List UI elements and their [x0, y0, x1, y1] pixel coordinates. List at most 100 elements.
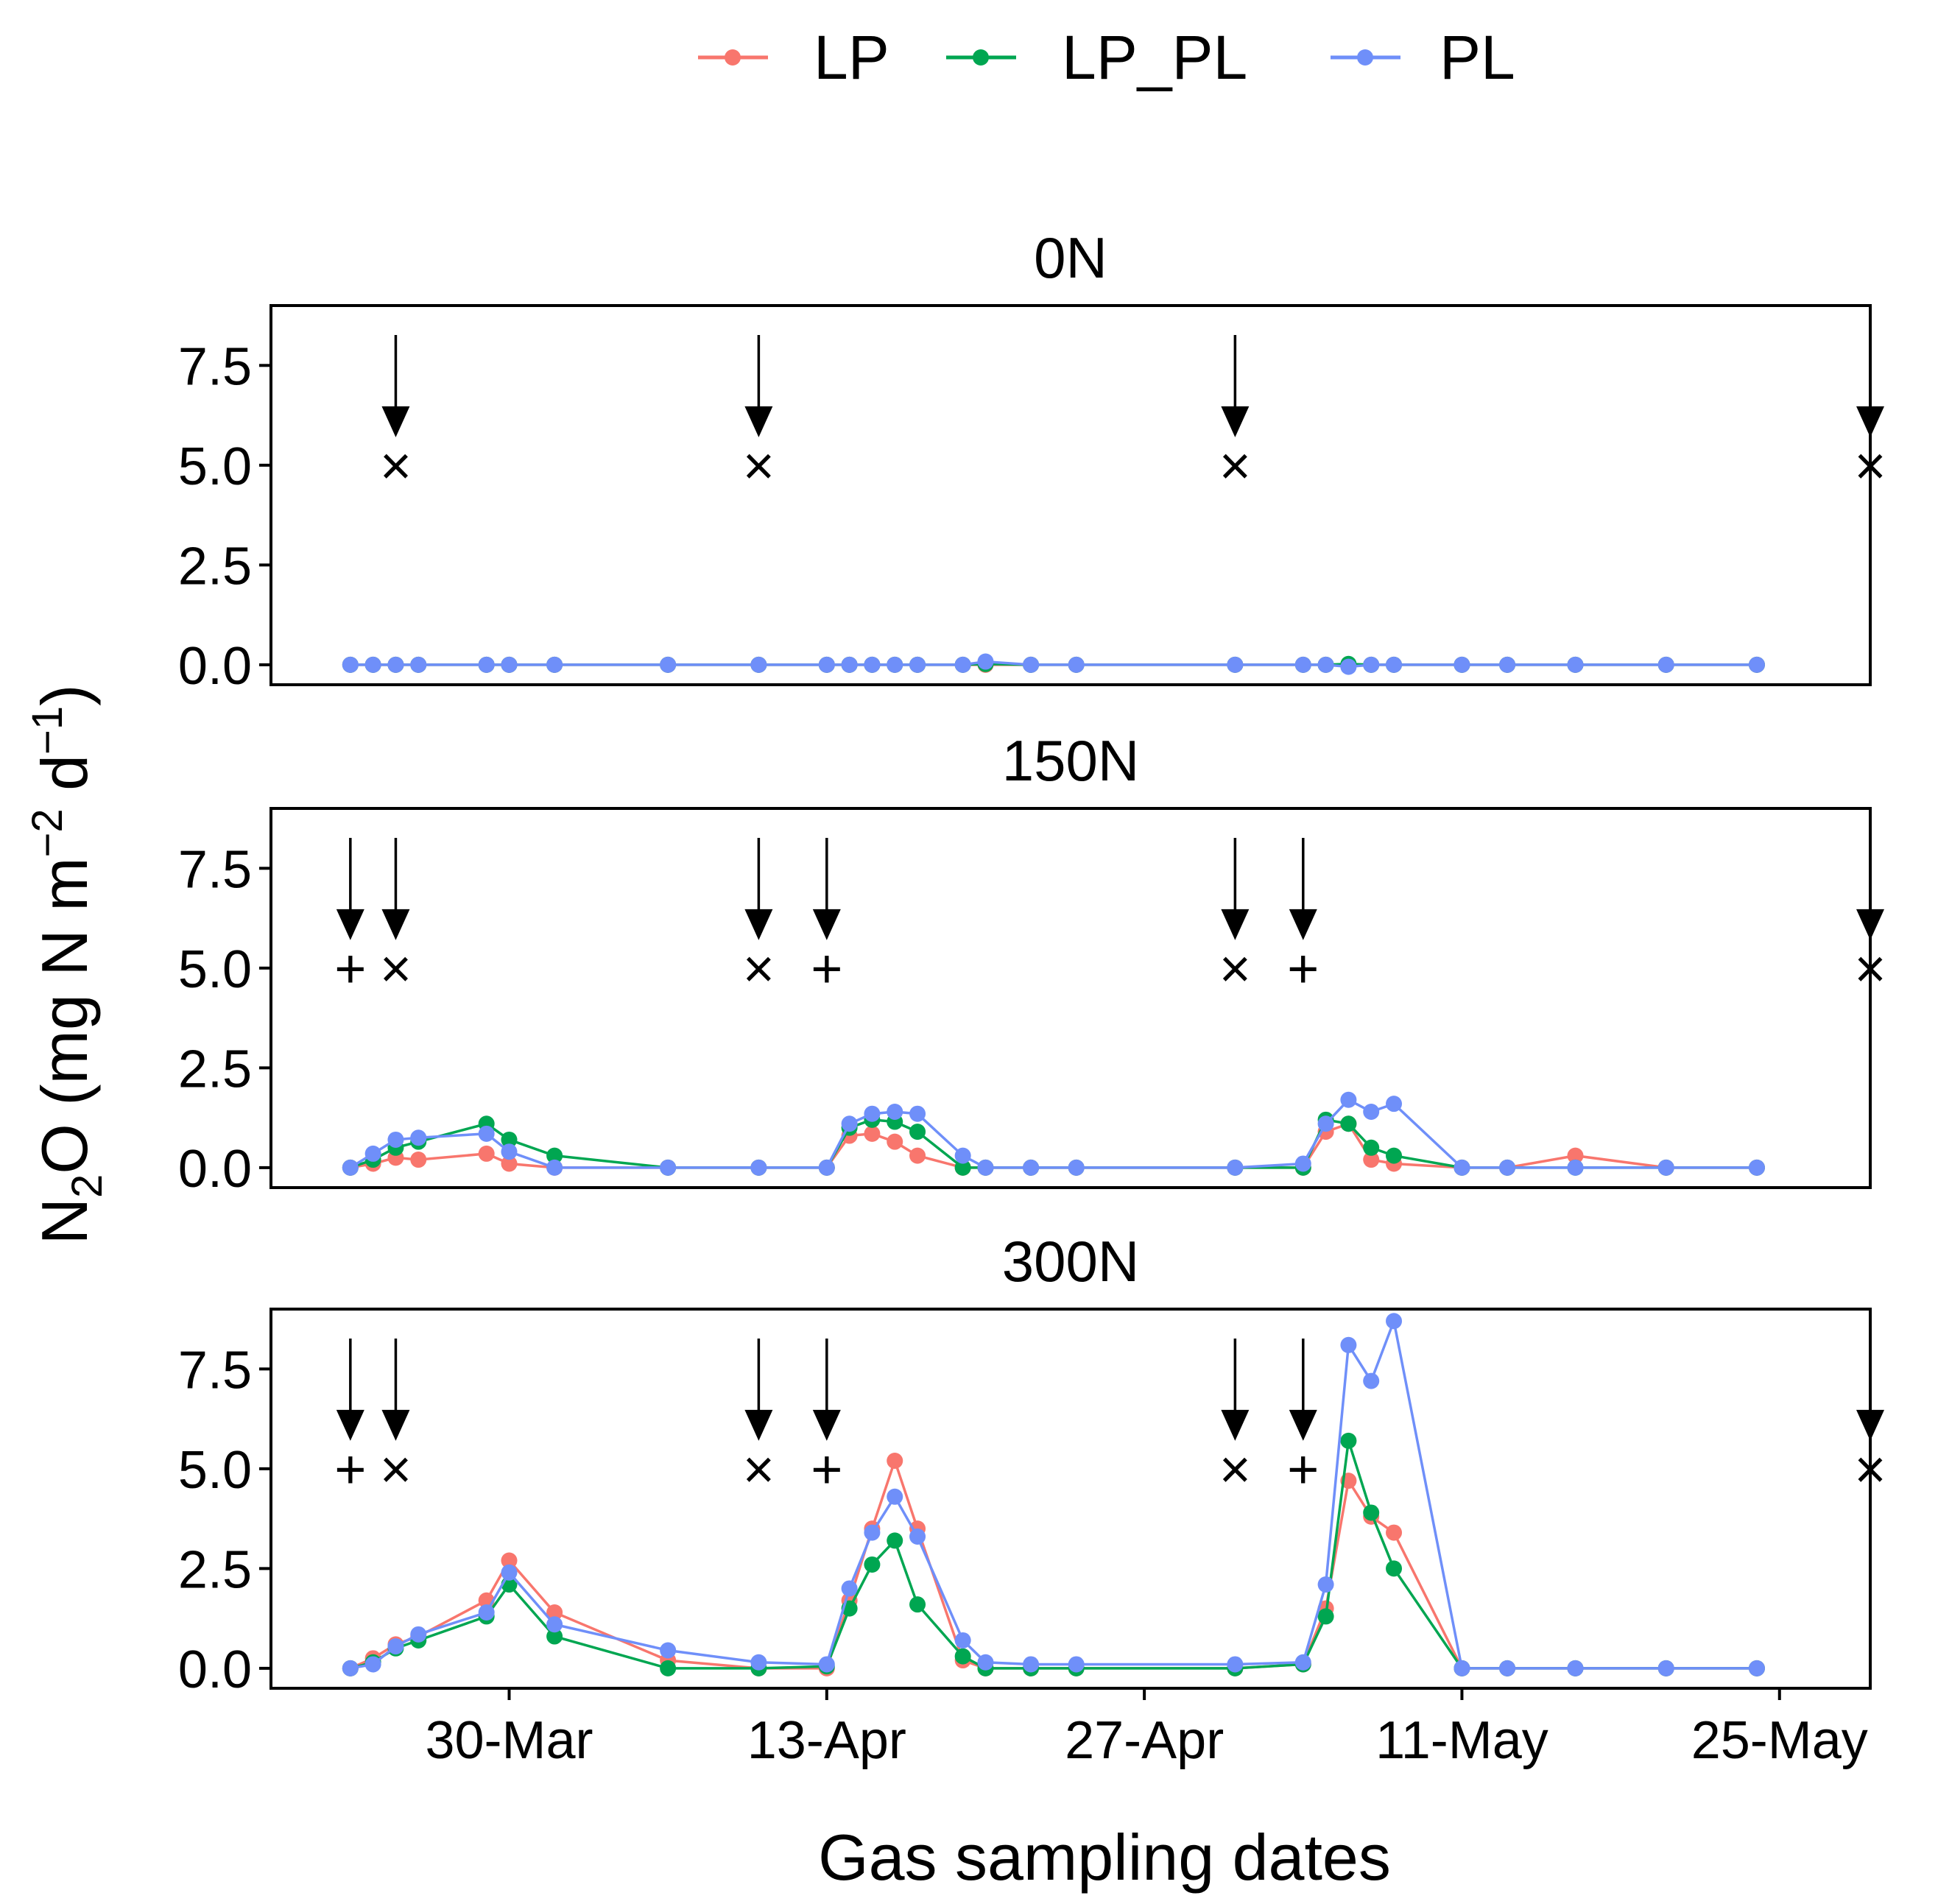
data-point	[410, 1129, 427, 1146]
event-annotation: ×	[1854, 1339, 1886, 1500]
event-annotation: +	[334, 1339, 366, 1500]
data-point	[546, 1616, 563, 1633]
data-point	[1068, 1159, 1085, 1176]
data-point	[364, 656, 381, 673]
legend-item-pl: PL	[1331, 23, 1515, 92]
event-arrow-head	[381, 909, 410, 940]
data-point	[887, 1104, 903, 1120]
event-marker: ×	[1854, 938, 1886, 999]
data-point	[364, 1145, 381, 1162]
data-point	[364, 1656, 381, 1673]
data-point	[410, 656, 427, 673]
event-marker: ×	[743, 435, 775, 496]
data-point	[841, 1580, 858, 1597]
y-tick-label: 5.0	[178, 940, 252, 999]
x-axis-title: Gas sampling dates	[818, 1821, 1391, 1894]
event-arrow-head	[744, 406, 773, 437]
data-point	[1567, 1159, 1584, 1176]
data-point	[1748, 1660, 1765, 1676]
event-annotation: ×	[380, 1339, 412, 1500]
legend-item-lp_pl: LP_PL	[946, 23, 1247, 92]
data-point	[1340, 1115, 1357, 1132]
event-arrow-head	[1856, 909, 1884, 940]
event-annotation: +	[811, 1339, 842, 1500]
y-axis-title-part: N	[28, 1198, 101, 1245]
data-point	[1748, 1159, 1765, 1176]
data-point	[954, 1159, 971, 1176]
event-marker: +	[1287, 938, 1319, 999]
data-point	[887, 1133, 903, 1150]
event-annotation: ×	[1219, 335, 1251, 496]
data-point	[387, 1131, 404, 1148]
data-point	[1499, 656, 1516, 673]
data-point	[387, 1638, 404, 1655]
data-point	[909, 1105, 926, 1122]
event-annotation: ×	[380, 335, 412, 496]
data-point	[1363, 1152, 1380, 1168]
data-point	[1227, 656, 1244, 673]
panel-title: 150N	[1002, 728, 1139, 793]
x-tick-label: 25-May	[1691, 1711, 1868, 1770]
y-tick-label: 2.5	[178, 537, 252, 596]
data-point	[864, 1524, 881, 1541]
data-point	[1363, 1139, 1380, 1156]
data-point	[478, 1145, 495, 1162]
y-tick-label: 0.0	[178, 1640, 252, 1699]
legend-label: PL	[1440, 23, 1515, 92]
panel-title: 0N	[1034, 225, 1107, 290]
data-point	[546, 1159, 563, 1176]
event-arrow-head	[1221, 1409, 1250, 1441]
data-point	[954, 1632, 971, 1649]
data-point	[660, 656, 677, 673]
data-point	[1748, 656, 1765, 673]
y-tick-label: 7.5	[178, 840, 252, 899]
x-tick-label: 13-Apr	[747, 1711, 906, 1770]
y-tick-label: 2.5	[178, 1540, 252, 1599]
event-annotation: ×	[743, 838, 775, 999]
data-point	[1023, 1656, 1040, 1673]
event-arrow-head	[381, 1409, 410, 1441]
data-point	[478, 1604, 495, 1621]
data-point	[410, 1626, 427, 1643]
event-arrow-head	[1856, 1409, 1884, 1441]
data-point	[1454, 1159, 1470, 1176]
data-point	[1657, 656, 1674, 673]
data-point	[1499, 1660, 1516, 1676]
event-marker: +	[334, 1439, 366, 1500]
y-axis-title-part: 2	[63, 1174, 111, 1198]
data-point	[1567, 1660, 1584, 1676]
y-tick-label: 7.5	[178, 337, 252, 396]
data-point	[1454, 656, 1470, 673]
x-axis: 30-Mar 13-Apr 27-Apr 11-May 25-May	[425, 1688, 1868, 1770]
data-point	[841, 1115, 858, 1132]
data-point	[909, 1529, 926, 1545]
data-point	[1227, 1159, 1244, 1176]
event-annotation: +	[1287, 1339, 1319, 1500]
data-point	[1340, 1432, 1357, 1449]
legend-swatch-point	[725, 49, 741, 66]
event-marker: ×	[1219, 1439, 1251, 1500]
data-point	[841, 656, 858, 673]
data-point	[1068, 1656, 1085, 1673]
data-point	[660, 1642, 677, 1659]
legend-swatch-point	[973, 49, 989, 66]
data-point	[750, 1159, 767, 1176]
legend-label: LP	[814, 23, 889, 92]
data-point	[887, 1532, 903, 1549]
data-point	[954, 656, 971, 673]
event-arrow-head	[812, 909, 841, 940]
event-arrow-head	[1289, 909, 1317, 940]
y-tick-label: 2.5	[178, 1040, 252, 1099]
data-point	[818, 1159, 835, 1176]
y-tick-label: 5.0	[178, 1441, 252, 1500]
data-point	[1657, 1159, 1674, 1176]
data-point	[954, 1147, 971, 1164]
data-point	[864, 1105, 881, 1122]
data-point	[977, 653, 994, 670]
event-marker: ×	[380, 938, 412, 999]
panel-frame	[269, 1308, 1872, 1690]
event-annotation: ×	[743, 335, 775, 496]
data-point	[1023, 656, 1040, 673]
data-point	[1317, 1576, 1334, 1593]
x-tick-label: 27-Apr	[1065, 1711, 1224, 1770]
